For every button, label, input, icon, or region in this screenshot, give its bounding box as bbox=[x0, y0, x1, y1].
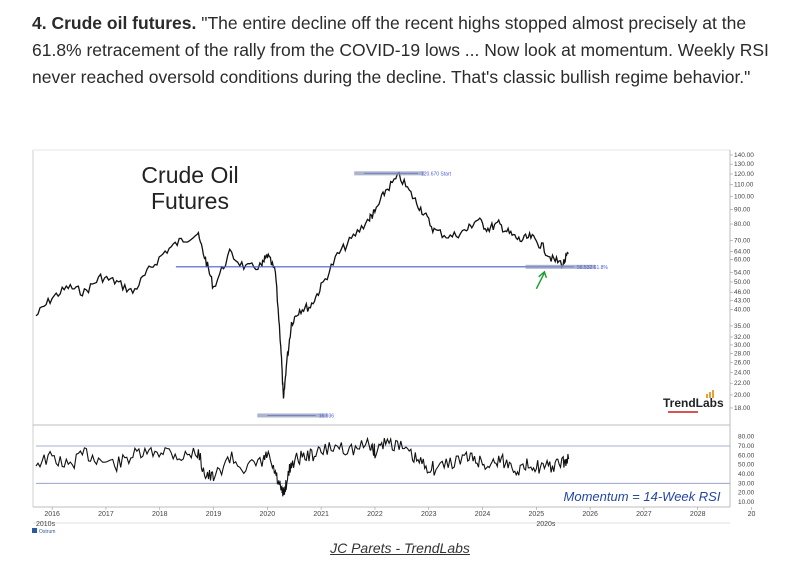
price-series-line bbox=[35, 171, 569, 399]
price-y-tick: 130.00 bbox=[734, 161, 754, 168]
rsi-y-tick: 20.00 bbox=[738, 490, 755, 497]
source-logo: Ostrum bbox=[32, 528, 55, 535]
logo-bar bbox=[712, 390, 714, 398]
x-decade-label: 2010s bbox=[36, 521, 56, 528]
x-decade-label: 2020s bbox=[536, 521, 556, 528]
x-year-tick: 2019 bbox=[206, 511, 222, 518]
price-y-tick: 120.00 bbox=[734, 171, 754, 178]
item-quote: "The entire decline off the recent highs… bbox=[32, 13, 769, 87]
price-y-tick: 18.00 bbox=[734, 405, 751, 412]
price-y-tick: 140.00 bbox=[734, 152, 754, 159]
x-year-tick: 2018 bbox=[152, 511, 168, 518]
chart-title-line-2: Futures bbox=[151, 188, 229, 214]
figure-caption[interactable]: JC Parets - TrendLabs bbox=[330, 540, 470, 556]
item-number: 4. bbox=[32, 13, 47, 33]
covid-low-level-marker bbox=[257, 413, 328, 418]
crude-oil-chart: Crude Oil Futures 120.670 Start 56.532 61… bbox=[30, 145, 770, 540]
green-arrow bbox=[535, 272, 546, 290]
retracement-level-marker bbox=[525, 264, 596, 269]
covid-low-level-label: 16.936 bbox=[319, 413, 335, 419]
chart-figure: Crude Oil Futures 120.670 Start 56.532 61… bbox=[30, 145, 770, 540]
axis-labels: 140.00 130.00 120.00 110.00 100.00 90.00 80.00… bbox=[36, 152, 756, 528]
price-y-tick: 64.00 bbox=[734, 249, 751, 256]
price-y-tick: 60.00 bbox=[734, 256, 751, 263]
price-y-tick: 100.00 bbox=[734, 193, 754, 200]
price-y-tick: 22.00 bbox=[734, 380, 751, 387]
price-y-tick: 35.00 bbox=[734, 323, 751, 330]
watermark-text: TrendLabs bbox=[663, 396, 724, 410]
price-y-tick: 54.00 bbox=[734, 269, 751, 276]
price-y-tick: 43.00 bbox=[734, 298, 751, 305]
source-logo-mark bbox=[32, 528, 37, 533]
start-level-label: 120.670 Start bbox=[421, 171, 452, 177]
logo-underline bbox=[668, 411, 698, 413]
price-panel: 120.670 Start 56.532 61.8% 16.936 bbox=[35, 171, 608, 419]
x-year-tick: 2025 bbox=[529, 511, 545, 518]
logo-bar bbox=[709, 392, 711, 398]
x-year-tick: 2024 bbox=[475, 511, 491, 518]
price-y-tick: 110.00 bbox=[734, 182, 754, 189]
price-y-tick: 70.00 bbox=[734, 237, 751, 244]
x-year-tick: 2027 bbox=[636, 511, 652, 518]
trendlabs-logo: TrendLabs bbox=[663, 390, 724, 413]
x-year-tick: 20 bbox=[748, 511, 756, 518]
green-arrow-head bbox=[538, 270, 548, 279]
x-year-tick: 2026 bbox=[582, 511, 598, 518]
price-y-tick: 80.00 bbox=[734, 221, 751, 228]
x-year-tick: 2021 bbox=[313, 511, 329, 518]
retracement-level-label: 56.532 61.8% bbox=[577, 265, 608, 271]
x-year-tick: 2028 bbox=[690, 511, 706, 518]
rsi-y-tick: 50.00 bbox=[738, 462, 755, 469]
x-year-tick: 2017 bbox=[98, 511, 114, 518]
rsi-y-tick: 40.00 bbox=[738, 471, 755, 478]
x-year-tick: 2022 bbox=[367, 511, 383, 518]
price-y-tick: 90.00 bbox=[734, 206, 751, 213]
rsi-y-tick: 80.00 bbox=[738, 434, 755, 441]
price-y-tick: 32.00 bbox=[734, 334, 751, 341]
price-y-tick: 46.00 bbox=[734, 289, 751, 296]
source-logo-text: Ostrum bbox=[39, 529, 55, 535]
rsi-panel bbox=[35, 436, 730, 497]
chart-title-line-1: Crude Oil bbox=[141, 162, 238, 188]
price-y-tick: 24.00 bbox=[734, 369, 751, 376]
chart-background bbox=[30, 145, 770, 540]
price-y-tick: 20.00 bbox=[734, 392, 751, 399]
rsi-y-tick: 70.00 bbox=[738, 443, 755, 450]
x-year-tick: 2023 bbox=[421, 511, 437, 518]
price-y-tick: 40.00 bbox=[734, 306, 751, 313]
x-year-tick: 2020 bbox=[260, 511, 276, 518]
rsi-y-tick: 30.00 bbox=[738, 480, 755, 487]
price-y-tick: 28.00 bbox=[734, 350, 751, 357]
item-heading: Crude oil futures. bbox=[51, 13, 197, 33]
logo-bar bbox=[706, 394, 708, 398]
start-level-marker bbox=[354, 171, 425, 176]
price-y-tick: 26.00 bbox=[734, 360, 751, 367]
price-y-tick: 30.00 bbox=[734, 342, 751, 349]
price-y-tick: 50.00 bbox=[734, 279, 751, 286]
rsi-y-tick: 10.00 bbox=[738, 499, 755, 506]
commentary-paragraph: 4. Crude oil futures. "The entire declin… bbox=[32, 10, 772, 91]
rsi-y-tick: 60.00 bbox=[738, 452, 755, 459]
momentum-label: Momentum = 14-Week RSI bbox=[564, 489, 721, 504]
rsi-series-line bbox=[35, 436, 570, 497]
x-year-tick: 2016 bbox=[44, 511, 60, 518]
